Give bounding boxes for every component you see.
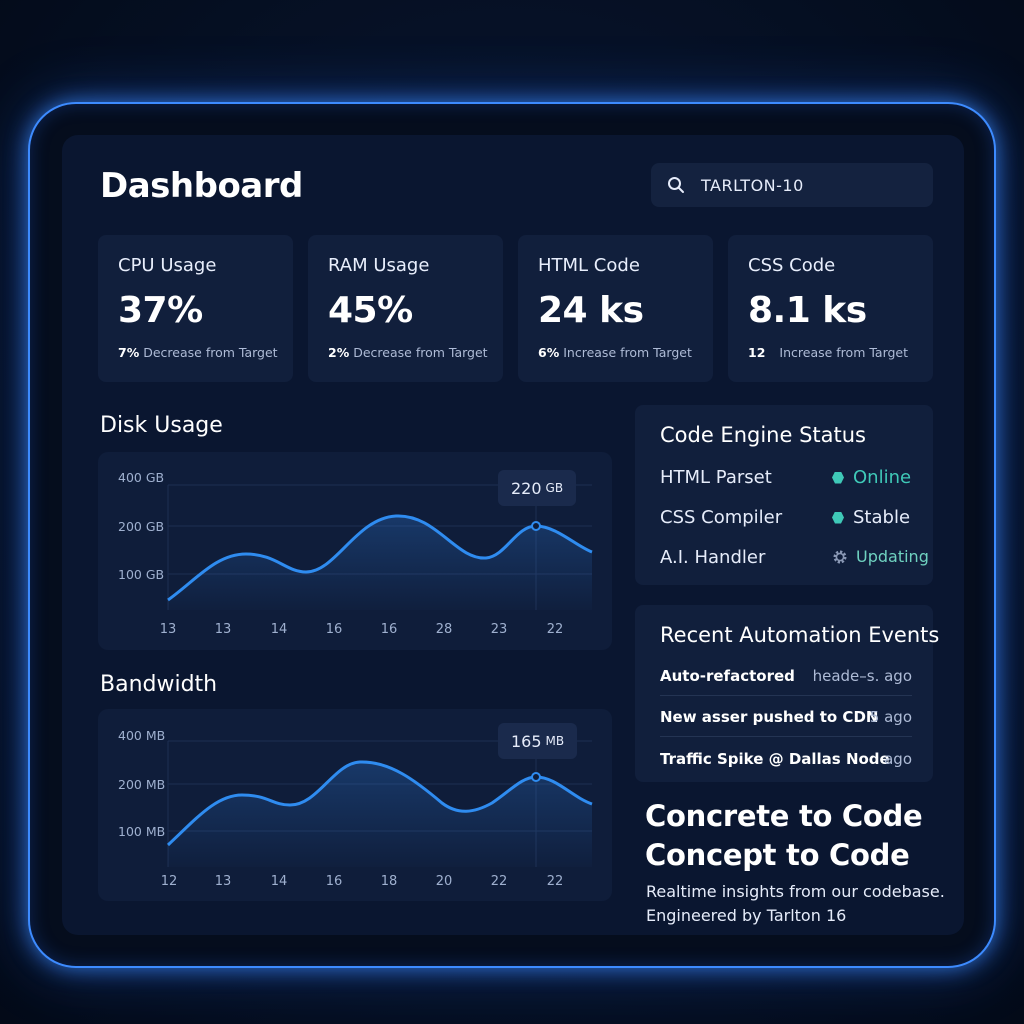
delta-note: Decrease from Target: [353, 345, 488, 360]
bandwidth-title: Bandwidth: [100, 672, 218, 697]
x-tick-label: 22: [491, 874, 508, 889]
status-row-ai-handler[interactable]: A.I. Handler Updating: [660, 547, 929, 568]
search-bar[interactable]: TARLTON-10: [651, 163, 933, 207]
card-value: 45%: [328, 290, 413, 331]
event-time: 5 ago: [869, 708, 912, 726]
ram-usage-card[interactable]: RAM Usage 45% 2% Decrease from Target: [308, 235, 503, 382]
status-name: CSS Compiler: [660, 507, 783, 528]
recent-events-panel: Recent Automation Events Auto-refactored…: [635, 605, 939, 782]
hexagon-icon: [832, 471, 844, 484]
tagline-line-2: Concept to Code: [645, 838, 910, 872]
x-tick-label: 22: [547, 874, 564, 889]
cpu-usage-card[interactable]: CPU Usage 37% 7% Decrease from Target: [98, 235, 293, 382]
description-line-2: Engineered by Tarlton 16: [646, 906, 847, 925]
status-row-css-compiler[interactable]: CSS Compiler Stable: [660, 507, 922, 528]
delta-value: 2%: [328, 345, 350, 360]
card-delta: 2% Decrease from Target: [328, 345, 503, 360]
delta-note: Increase from Target: [563, 345, 692, 360]
bandwidth-tooltip: 165 MB: [498, 723, 578, 759]
css-code-card[interactable]: CSS Code 8.1 ks 12 Increase from Target: [728, 235, 933, 382]
description-line-1: Realtime insights from our codebase.: [646, 882, 945, 901]
event-text: New asser pushed to CDN: [660, 708, 879, 726]
card-value: 37%: [118, 290, 203, 331]
x-tick-label: 16: [326, 622, 343, 637]
tagline-line-1: Concrete to Code: [645, 799, 923, 833]
disk-usage-chart: 400 GB 200 GB 100 GB 13 13 14 16 16 28 2…: [98, 452, 612, 650]
status-row-html-parser[interactable]: HTML Parset Online: [660, 467, 922, 488]
event-time: ago: [884, 750, 912, 768]
code-engine-status-panel: Code Engine Status HTML Parset Online CS…: [635, 405, 933, 585]
hover-point[interactable]: [531, 772, 541, 782]
x-tick-label: 13: [160, 622, 177, 637]
y-tick-label: 400 GB: [118, 470, 164, 485]
event-time: heade–s. ago: [812, 667, 912, 685]
x-tick-label: 23: [491, 622, 508, 637]
area-fill: [168, 515, 592, 610]
x-tick-label: 13: [215, 874, 232, 889]
card-label: CSS Code: [748, 255, 836, 276]
panel-title: Code Engine Status: [660, 423, 867, 447]
card-delta: 7% Decrease from Target: [118, 345, 293, 360]
status-name: HTML Parset: [660, 467, 772, 488]
x-tick-label: 16: [326, 874, 343, 889]
event-row[interactable]: Auto-refactored heade–s. ago: [660, 667, 912, 696]
x-tick-label: 14: [271, 622, 288, 637]
x-tick-label: 18: [381, 874, 398, 889]
event-text: Traffic Spike @ Dallas Node: [660, 750, 890, 768]
delta-value: 7%: [118, 345, 140, 360]
delta-note: Decrease from Target: [143, 345, 278, 360]
card-label: CPU Usage: [118, 255, 217, 276]
search-icon: [668, 177, 684, 193]
delta-value: 6%: [538, 345, 560, 360]
hover-point[interactable]: [531, 521, 541, 531]
y-tick-label: 200 GB: [118, 519, 164, 534]
event-text: Auto-refactored: [660, 667, 795, 685]
delta-note: Increase from Target: [779, 345, 909, 360]
disk-usage-title: Disk Usage: [100, 413, 223, 438]
y-tick-label: 400 MB: [118, 728, 165, 743]
tooltip-value: 165: [511, 731, 542, 751]
status-value: Stable: [853, 507, 911, 528]
gear-icon: [833, 550, 847, 563]
search-input[interactable]: TARLTON-10: [701, 175, 804, 195]
card-delta: 6% Increase from Target: [538, 345, 713, 360]
status-badge: Updating: [833, 547, 929, 566]
x-tick-label: 16: [381, 622, 398, 637]
hexagon-icon: [832, 511, 844, 524]
disk-usage-plot: 400 GB 200 GB 100 GB 13 13 14 16 16 28 2…: [118, 470, 593, 637]
panel-title: Recent Automation Events: [660, 623, 940, 647]
y-tick-label: 200 MB: [118, 777, 165, 792]
card-value: 8.1 ks: [748, 290, 867, 331]
tagline-description: Realtime insights from our codebase. Eng…: [646, 880, 945, 928]
event-row[interactable]: New asser pushed to CDN 5 ago: [660, 708, 912, 737]
page-title: Dashboard: [100, 166, 303, 206]
html-code-card[interactable]: HTML Code 24 ks 6% Increase from Target: [518, 235, 713, 382]
area-fill: [168, 761, 592, 867]
x-tick-label: 22: [547, 622, 564, 637]
y-tick-label: 100 GB: [118, 567, 164, 582]
x-tick-label: 20: [436, 874, 453, 889]
card-value: 24 ks: [538, 290, 644, 331]
status-value: Online: [853, 467, 912, 488]
status-badge: Online: [832, 467, 911, 488]
status-name: A.I. Handler: [660, 547, 766, 568]
y-tick-label: 100 MB: [118, 824, 165, 839]
x-tick-label: 14: [271, 874, 288, 889]
x-tick-label: 28: [436, 622, 453, 637]
delta-value: 12: [748, 345, 766, 360]
tooltip-value: 220: [511, 478, 542, 498]
card-delta: 12 Increase from Target: [748, 345, 933, 360]
card-label: RAM Usage: [328, 255, 430, 276]
card-label: HTML Code: [538, 255, 640, 276]
x-tick-label: 13: [215, 622, 232, 637]
x-tick-label: 12: [161, 874, 178, 889]
tooltip-unit: MB: [545, 734, 565, 748]
bandwidth-chart: 400 MB 200 MB 100 MB 12 13 14 16 18 20 2…: [98, 709, 612, 901]
disk-tooltip: 220 GB: [498, 470, 577, 506]
status-value: Updating: [856, 547, 929, 566]
tooltip-unit: GB: [545, 481, 564, 495]
event-row[interactable]: Traffic Spike @ Dallas Node ago: [660, 750, 912, 768]
status-badge: Stable: [832, 507, 910, 528]
